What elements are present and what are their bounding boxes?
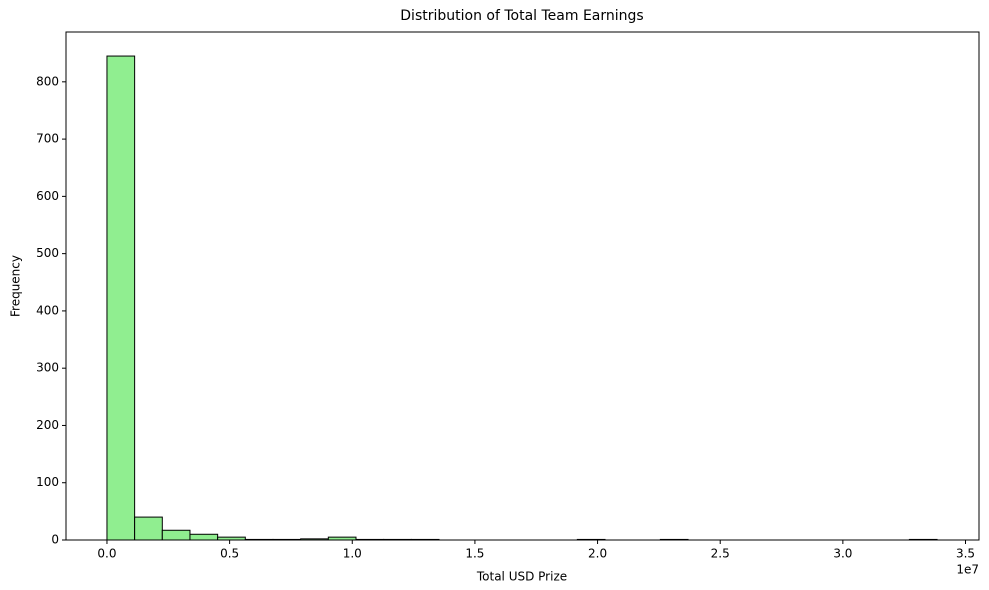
- bar: [106, 55, 136, 541]
- bar: [189, 533, 219, 541]
- y-tick-label: 100: [36, 475, 59, 489]
- y-tick-label: 600: [36, 189, 59, 203]
- x-tick-label: 1.5: [465, 547, 484, 561]
- x-axis-label: Total USD Prize: [476, 570, 567, 584]
- y-tick-label: 0: [51, 533, 59, 547]
- bar: [161, 529, 191, 541]
- x-tick-label: 0.0: [97, 547, 116, 561]
- x-offset-label: 1e7: [956, 563, 979, 577]
- x-tick-label: 1.0: [343, 547, 362, 561]
- bar: [134, 516, 163, 541]
- y-tick-label: 400: [36, 303, 59, 317]
- x-tick-label: 2.0: [588, 547, 607, 561]
- chart-title: Distribution of Total Team Earnings: [400, 8, 643, 24]
- y-tick-label: 300: [36, 361, 59, 375]
- x-tick-label: 3.5: [956, 547, 975, 561]
- plot-frame: [65, 31, 980, 541]
- y-tick-label: 200: [36, 418, 59, 432]
- x-tick-label: 0.5: [220, 547, 239, 561]
- y-tick-label: 800: [36, 74, 59, 88]
- x-tick-label: 2.5: [711, 547, 730, 561]
- y-tick-label: 500: [36, 246, 59, 260]
- y-axis-label: Frequency: [9, 255, 23, 317]
- y-tick-label: 700: [36, 132, 59, 146]
- x-tick-label: 3.0: [833, 547, 852, 561]
